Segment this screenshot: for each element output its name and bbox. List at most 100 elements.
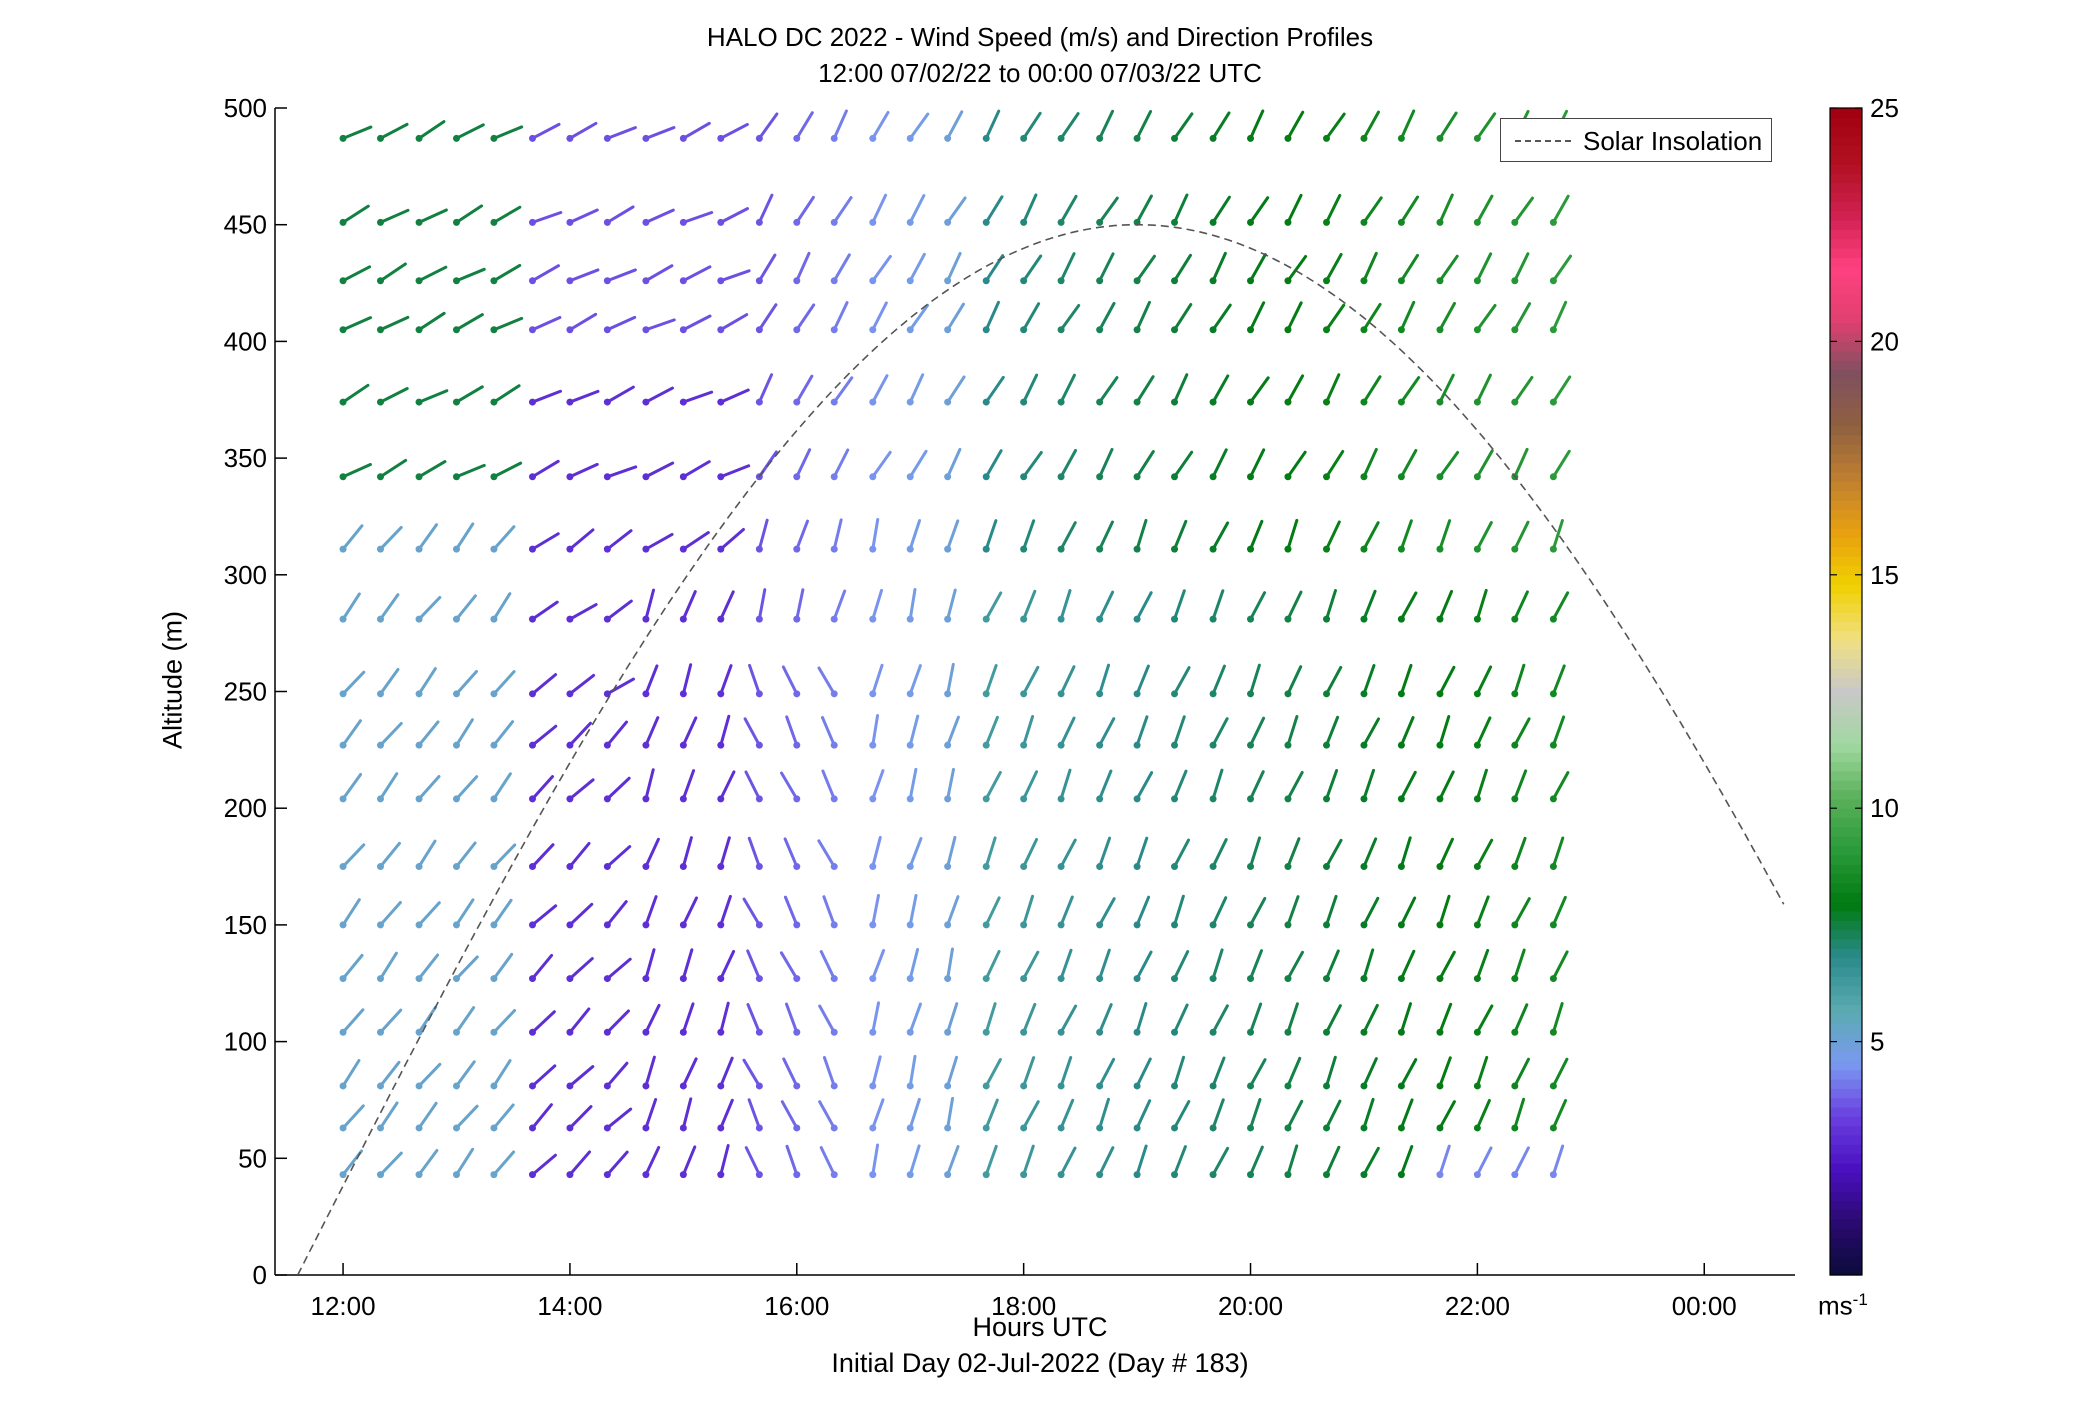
wind-barb-stick [1399, 300, 1416, 332]
colorbar-segment [1830, 817, 1862, 828]
wind-barb-stick [605, 677, 635, 696]
wind-barb-stick [644, 318, 676, 332]
wind-barb-dot [1133, 545, 1141, 553]
wind-barb [1057, 1098, 1075, 1132]
wind-barb-stick [681, 390, 714, 404]
wind-barb [830, 376, 854, 406]
wind-barb-stick [1022, 1144, 1035, 1177]
wind-barb [1511, 302, 1532, 334]
wind-barb [1096, 301, 1116, 334]
colorbar-segment [1830, 556, 1862, 567]
wind-barb [982, 195, 1004, 226]
wind-barb [376, 593, 400, 623]
wind-barb [746, 949, 763, 983]
wind-barb-dot [1436, 921, 1444, 929]
wind-barb-stick [681, 716, 698, 747]
wind-barb-stick [1211, 1098, 1225, 1130]
wind-barb-dot [793, 1028, 801, 1036]
wind-barb-dot [1473, 795, 1481, 803]
wind-barb-dot [1511, 1124, 1519, 1132]
wind-barb [1473, 252, 1493, 285]
wind-barb [1096, 252, 1115, 285]
wind-barb-dot [1511, 615, 1519, 623]
wind-barb [1436, 837, 1454, 871]
colorbar-frame [1829, 107, 1863, 1276]
wind-barb-dot [566, 1171, 574, 1179]
wind-barb [1360, 717, 1380, 749]
wind-barb-stick [1438, 1144, 1451, 1177]
wind-barb-stick [822, 1056, 836, 1088]
wind-barb-dot [603, 218, 611, 226]
wind-barb [1171, 1100, 1191, 1132]
wind-barb [717, 122, 749, 142]
wind-barb-stick [908, 664, 922, 696]
wind-barb [944, 1144, 960, 1179]
wind-barb-stick [757, 373, 774, 404]
wind-barb-stick [341, 204, 370, 224]
wind-barb-dot [1436, 795, 1444, 803]
wind-barb-dot [1511, 690, 1519, 698]
wind-barb-dot [1096, 921, 1104, 929]
wind-barb-stick [1513, 836, 1527, 869]
wind-barb [1096, 769, 1113, 803]
wind-barb-dot [452, 795, 460, 803]
wind-barb-dot [1209, 398, 1217, 406]
wind-barb [1209, 374, 1230, 406]
wind-barb [1209, 768, 1224, 803]
wind-barb-stick [492, 384, 521, 404]
wind-barb-dot [793, 690, 801, 698]
wind-barb-stick [605, 1150, 629, 1177]
wind-barb-stick [341, 1008, 365, 1034]
wind-barb [869, 769, 885, 803]
wind-barb-dot [679, 1082, 687, 1090]
wind-barb [1020, 837, 1039, 871]
wind-barb [1133, 836, 1149, 871]
wind-barb-stick [785, 1144, 799, 1177]
wind-barb [490, 592, 512, 623]
colorbar-segment [1830, 145, 1862, 156]
wind-barb-dot [1171, 545, 1179, 553]
wind-barb-dot [1209, 218, 1217, 226]
wind-barb-dot [906, 326, 914, 334]
wind-barb-stick [871, 193, 888, 224]
wind-barb-dot [755, 1082, 763, 1090]
colorbar-segment [1830, 537, 1862, 548]
wind-barb-stick [1211, 448, 1228, 479]
colorbar-segment [1830, 285, 1862, 296]
wind-barb-dot [982, 741, 990, 749]
wind-barb [1133, 194, 1153, 226]
wind-barb [415, 720, 440, 749]
wind-barb-dot [1473, 218, 1481, 226]
wind-barb [1323, 303, 1346, 334]
wind-barb [339, 383, 370, 406]
wind-barb-dot [1436, 1171, 1444, 1179]
wind-barb-stick [742, 897, 761, 927]
wind-barb-stick [984, 300, 1000, 332]
wind-barb [818, 1100, 838, 1132]
wind-barb-stick [1173, 715, 1186, 747]
wind-barb-stick [530, 315, 562, 332]
wind-barb-stick [341, 953, 364, 981]
wind-barb-dot [1209, 134, 1217, 142]
wind-barb-dot [755, 277, 763, 285]
wind-barb [452, 1006, 476, 1036]
wind-barb [339, 1059, 361, 1090]
wind-barb-stick [1249, 1002, 1263, 1034]
wind-barb [982, 519, 998, 553]
wind-barb-stick [1399, 896, 1417, 927]
wind-barb-stick [1135, 1002, 1148, 1034]
colorbar-segment [1830, 836, 1862, 847]
wind-barb-stick [1098, 769, 1113, 801]
wind-barb [1549, 449, 1571, 481]
wind-barb-dot [869, 795, 877, 803]
wind-barb [782, 1057, 801, 1090]
wind-barb [603, 205, 635, 226]
wind-barb [1209, 589, 1225, 623]
wind-barb-stick [871, 301, 888, 332]
wind-barb-dot [1133, 615, 1141, 623]
colorbar-segment [1830, 229, 1862, 240]
wind-barb [1133, 254, 1156, 285]
wind-barb-stick [605, 385, 635, 404]
wind-barb-dot [603, 134, 611, 142]
